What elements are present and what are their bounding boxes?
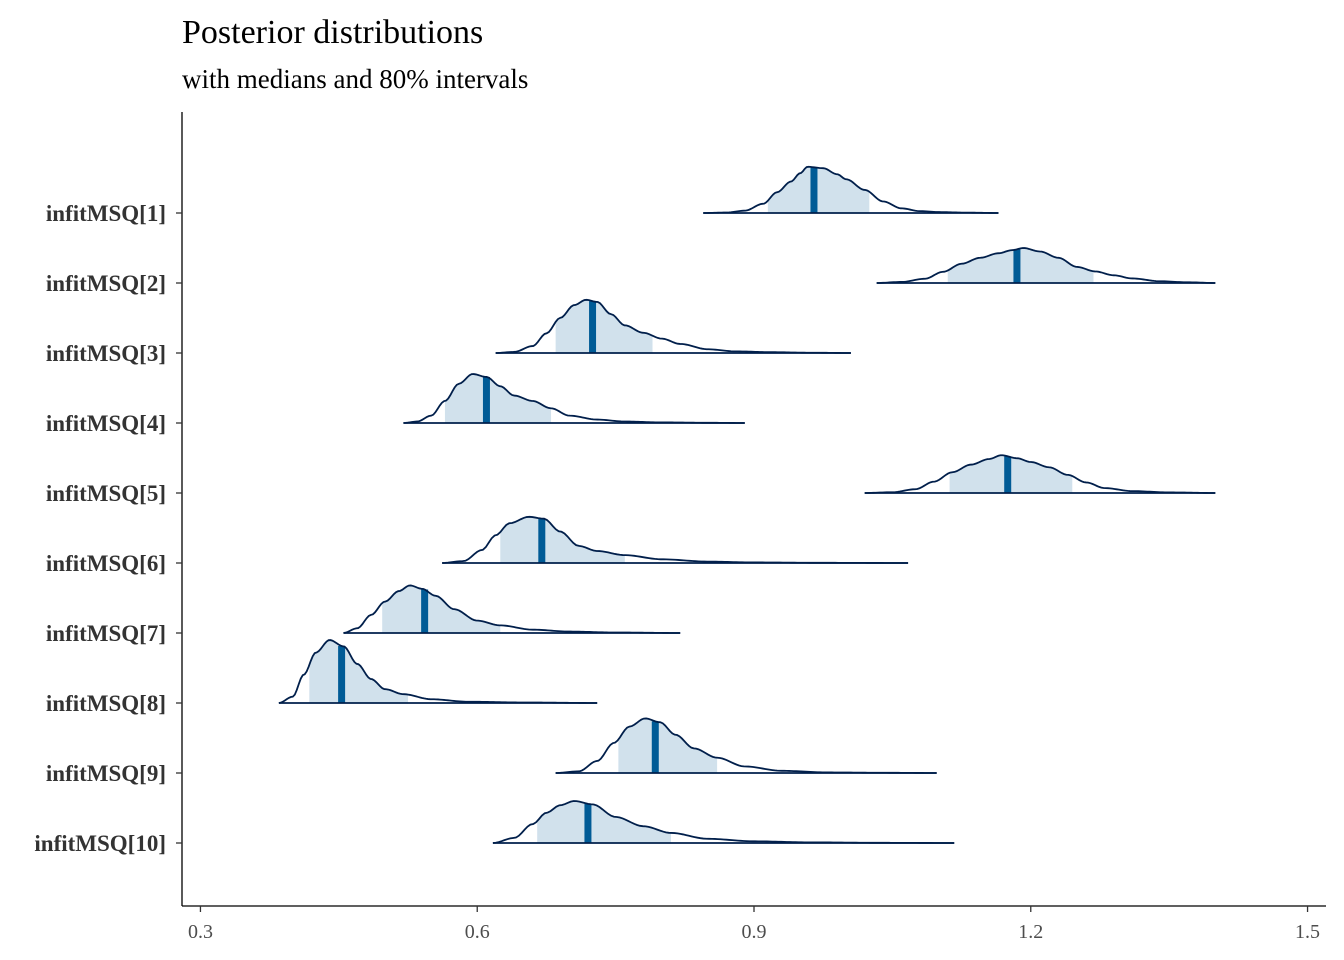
x-tick-label-3: 0.9 xyxy=(742,921,767,943)
y-tick-label-9: infitMSQ[9] xyxy=(46,761,166,786)
y-tick-label-3: infitMSQ[3] xyxy=(46,341,166,366)
y-tick-label-2: infitMSQ[2] xyxy=(46,271,166,296)
ridge-10 xyxy=(492,800,955,844)
interval-area-1 xyxy=(767,166,870,213)
interval-area-6 xyxy=(500,516,625,563)
interval-area-4 xyxy=(444,374,552,423)
y-tick-label-8: infitMSQ[8] xyxy=(46,691,166,716)
density-curve-8 xyxy=(278,639,598,704)
density-ridges xyxy=(278,165,1216,844)
y-axis-ticks: infitMSQ[1] infitMSQ[2] infitMSQ[3] infitMS… xyxy=(34,201,182,856)
density-curve-10 xyxy=(492,800,955,844)
y-tick-label-4: infitMSQ[4] xyxy=(46,411,166,436)
ridge-6 xyxy=(442,515,909,564)
ridge-8 xyxy=(278,639,598,704)
density-curve-9 xyxy=(555,717,937,774)
density-curve-1 xyxy=(703,165,999,214)
y-tick-label-5: infitMSQ[5] xyxy=(46,481,166,506)
x-tick-label-4: 1.2 xyxy=(1018,921,1043,943)
ridge-3 xyxy=(495,298,851,354)
x-tick-label-5: 1.5 xyxy=(1295,921,1320,943)
density-curve-6 xyxy=(442,515,909,564)
ridge-9 xyxy=(555,717,937,774)
chart-subtitle: with medians and 80% intervals xyxy=(182,64,528,94)
interval-area-8 xyxy=(309,640,409,703)
y-tick-label-10: infitMSQ[10] xyxy=(34,831,166,856)
ridge-1 xyxy=(703,165,999,214)
interval-area-10 xyxy=(537,801,671,843)
density-curve-3 xyxy=(495,298,851,354)
y-tick-label-6: infitMSQ[6] xyxy=(46,551,166,576)
interval-area-7 xyxy=(382,585,501,633)
ridge-7 xyxy=(343,584,681,634)
density-curve-2 xyxy=(876,247,1216,284)
ridge-2 xyxy=(876,247,1216,284)
x-tick-label-1: 0.3 xyxy=(188,921,213,943)
interval-area-9 xyxy=(618,718,718,773)
density-curve-7 xyxy=(343,584,681,634)
ridge-5 xyxy=(864,454,1216,494)
x-axis-ticks: 0.3 0.6 0.9 1.2 1.5 xyxy=(188,906,1320,943)
chart-title: Posterior distributions xyxy=(182,14,483,51)
ridge-4 xyxy=(403,373,745,424)
interval-area-2 xyxy=(947,248,1094,283)
density-curve-5 xyxy=(864,454,1216,494)
y-tick-label-1: infitMSQ[1] xyxy=(46,201,166,226)
y-tick-label-7: infitMSQ[7] xyxy=(46,621,166,646)
density-curve-4 xyxy=(403,373,745,424)
x-tick-label-2: 0.6 xyxy=(465,921,490,943)
interval-area-3 xyxy=(555,299,653,353)
